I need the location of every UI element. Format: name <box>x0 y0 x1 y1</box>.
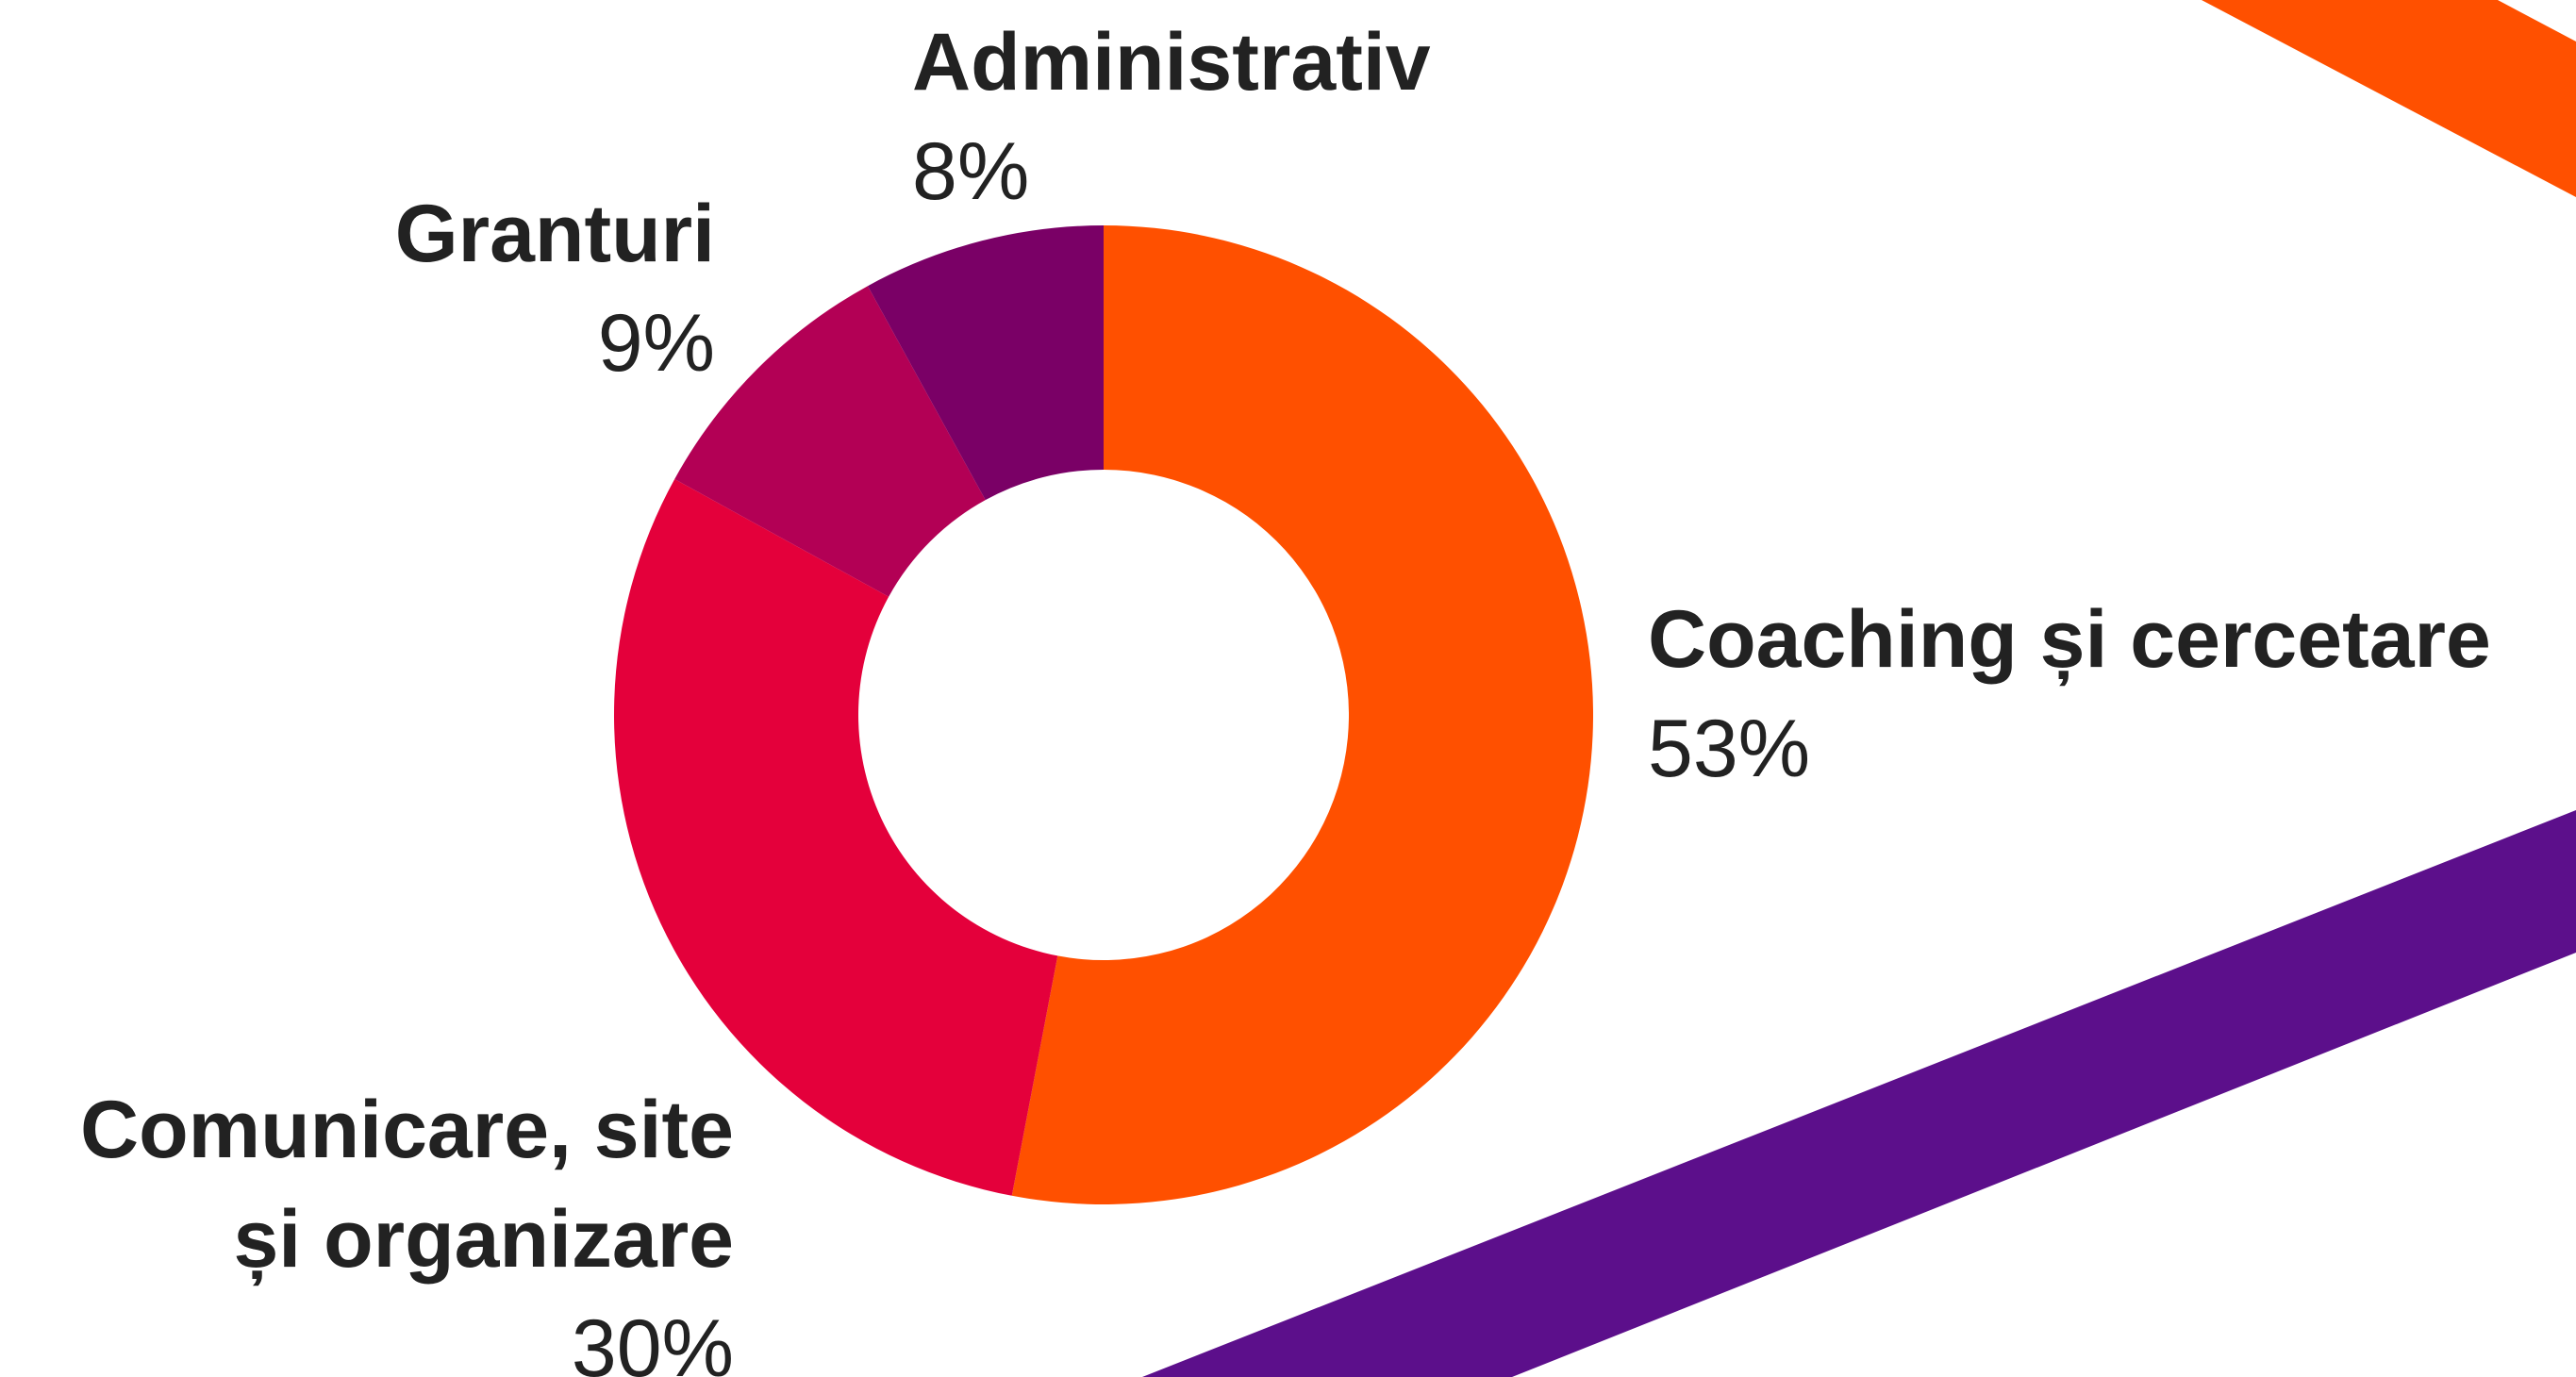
slice-label: Comunicare, site și organizare 30% <box>0 1075 734 1377</box>
category-label: Coaching și cercetare <box>1648 594 2491 685</box>
donut <box>614 225 1593 1204</box>
decor-stripe-purple <box>1142 810 2576 1377</box>
slice-label: Granturi 9% <box>243 179 715 398</box>
category-label: Granturi <box>394 189 715 279</box>
slice-label: Coaching și cercetare 53% <box>1648 585 2491 804</box>
decor-stripe-orange <box>2202 0 2576 197</box>
value-label: 8% <box>912 126 1030 217</box>
slice <box>614 478 1058 1196</box>
category-label: Comunicare, site și organizare <box>80 1085 734 1285</box>
slice <box>867 225 1104 501</box>
slice <box>674 286 986 597</box>
value-label: 53% <box>1648 704 1811 794</box>
value-label: 30% <box>571 1303 734 1377</box>
category-label: Administrativ <box>912 17 1431 108</box>
slice-label: Administrativ 8% <box>912 8 1431 226</box>
value-label: 9% <box>597 298 715 389</box>
slice <box>1011 225 1593 1204</box>
